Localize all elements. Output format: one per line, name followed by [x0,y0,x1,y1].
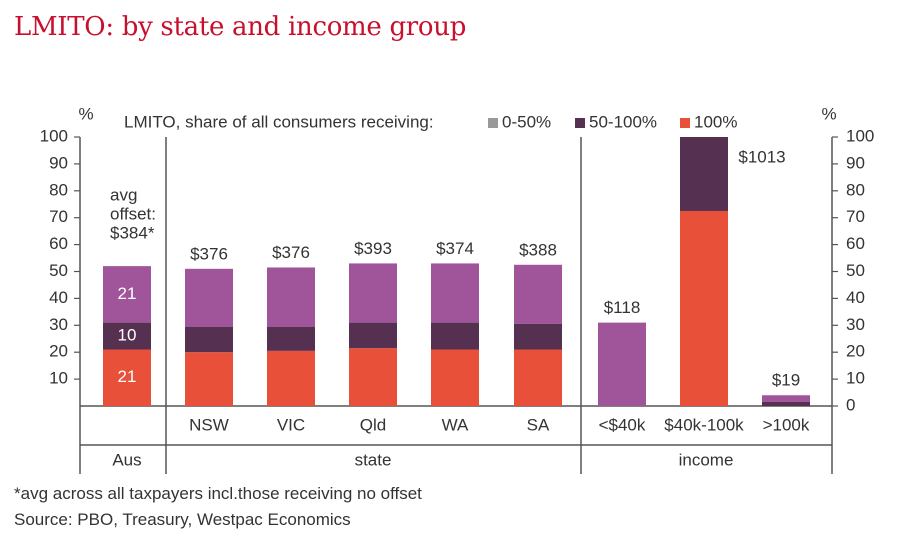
y-tick-label-right: 40 [846,288,865,307]
bar-value-label: $374 [436,239,474,258]
y-tick-label-left: 70 [49,207,68,226]
y-tick-label-left: 90 [49,153,68,172]
bar-segment [185,268,233,327]
bar-value-label: $118 [604,298,641,317]
bar-segment [680,137,728,211]
y-tick-label-right: 80 [846,180,865,199]
legend-label: 50-100% [589,112,657,131]
y-axis-label-left: % [78,104,93,123]
y-tick-label-right: 0 [846,395,855,414]
y-tick-label-left: 100 [40,126,68,145]
y-tick-label-left: 40 [49,288,68,307]
bar-segment [431,322,479,350]
aus-avg-offset-label: offset: [110,204,156,223]
aus-segment-label: 21 [118,367,137,386]
bar-value-label: $393 [354,239,392,258]
category-label: $40k-100k [664,415,744,434]
aus-avg-offset-label: $384* [110,223,155,242]
group-label: state [355,450,392,469]
y-tick-label-right: 30 [846,315,865,334]
bar-value-label: $376 [272,243,310,262]
category-label: WA [442,415,469,434]
bar-segment [762,401,810,406]
group-label: income [679,450,734,469]
bar-segment [185,352,233,406]
bar-segment [598,322,646,406]
bar-value-label: $19 [772,371,800,390]
legend-label: 100% [694,112,737,131]
category-label: >100k [763,415,810,434]
page-title: LMITO: by state and income group [14,12,467,42]
y-tick-label-left: 30 [49,315,68,334]
bar-segment [349,263,397,323]
y-tick-label-left: 10 [49,369,68,388]
group-label: Aus [112,450,141,469]
aus-segment-label: 10 [118,326,137,345]
y-tick-label-left: 60 [49,234,68,253]
bar-segment [267,267,315,327]
legend-title: LMITO, share of all consumers receiving: [124,112,434,131]
bar-segment [349,322,397,349]
category-label: <$40k [599,415,646,434]
bar-value-label: $376 [190,244,228,263]
aus-segment-label: 21 [118,284,137,303]
bar-segment [267,326,315,351]
y-tick-label-right: 70 [846,207,865,226]
bar-segment [514,323,562,350]
category-label: VIC [277,415,305,434]
bar-segment [349,348,397,406]
y-tick-label-right: 90 [846,153,865,172]
bar-segment [185,326,233,353]
legend-swatch [488,118,498,128]
category-label: Qld [360,415,386,434]
y-tick-label-right: 50 [846,261,865,280]
bar-segment [103,349,151,406]
y-tick-label-left: 20 [49,342,68,361]
bar-segment [431,263,479,323]
y-tick-label-right: 20 [846,342,865,361]
bar-segment [680,210,728,406]
category-label: NSW [189,415,229,434]
y-tick-label-left: 50 [49,261,68,280]
legend-label: 0-50% [502,112,551,131]
y-tick-label-right: 60 [846,234,865,253]
footnote-taxpayers: *avg across all taxpayers incl.those rec… [14,484,422,503]
y-tick-label-left: 80 [49,180,68,199]
y-tick-label-right: 100 [846,126,874,145]
bar-segment [431,349,479,406]
legend-swatch [575,118,585,128]
bar-segment [103,322,151,350]
bar-segment [267,350,315,406]
bar-value-label: $1013 [738,147,785,166]
bar-segment [514,349,562,406]
y-tick-label-right: 10 [846,369,865,388]
footnote-source: Source: PBO, Treasury, Westpac Economics [14,510,351,529]
bar-segment [762,395,810,402]
legend-swatch [680,118,690,128]
y-axis-label-right: % [821,104,836,123]
category-label: SA [527,415,550,434]
bar-segment [514,264,562,324]
bar-segment [103,266,151,323]
aus-avg-offset-label: avg [110,185,137,204]
bar-value-label: $388 [519,240,557,259]
